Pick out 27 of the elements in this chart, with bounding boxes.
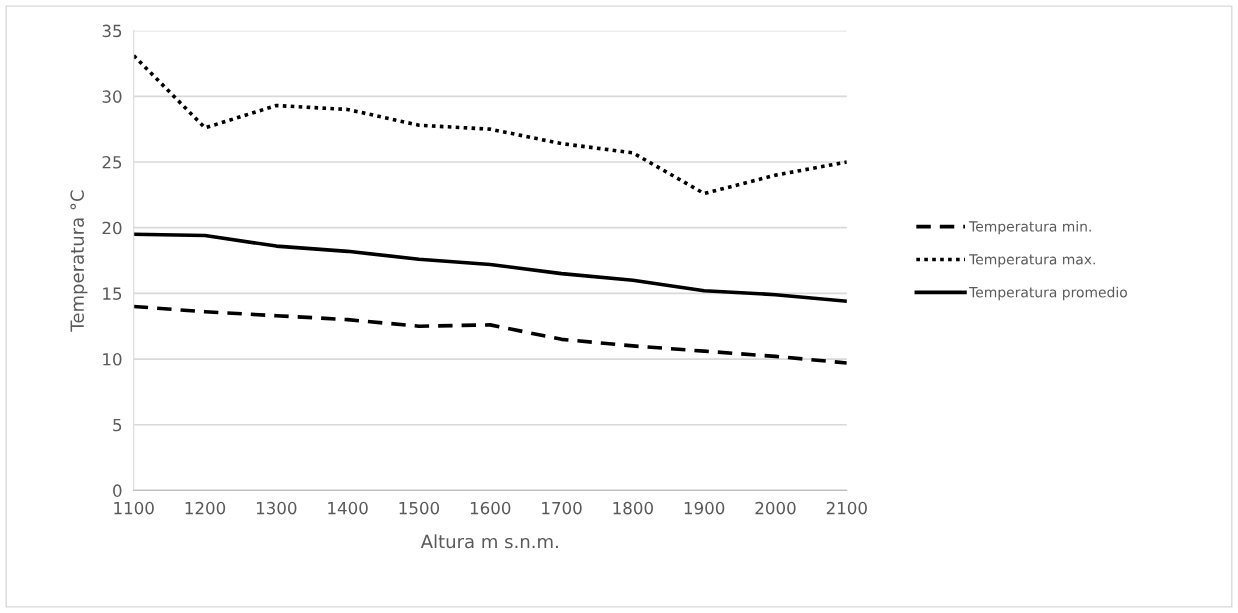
y-tick-label: 0 xyxy=(113,484,122,497)
x-tick-label: 1200 xyxy=(185,501,226,515)
line-series xyxy=(133,232,847,304)
y-tick-label: 20 xyxy=(102,221,122,235)
x-tick-label: 1600 xyxy=(470,501,511,515)
x-tick-label: 2000 xyxy=(755,501,796,515)
legend-label: Temperatura min. xyxy=(969,220,1091,235)
y-tick-label: 30 xyxy=(102,90,122,103)
x-tick-label: 2100 xyxy=(826,501,867,515)
legend-label: Temperatura promedio xyxy=(969,286,1127,301)
y-tick-label: 25 xyxy=(102,155,122,169)
legend-label: Temperatura max. xyxy=(969,254,1095,268)
y-tick-label: 5 xyxy=(113,418,122,432)
x-tick-label: 1500 xyxy=(399,501,440,515)
x-tick-label: 1100 xyxy=(114,501,154,515)
x-tick-label: 1700 xyxy=(542,501,582,515)
x-tick-label: 1400 xyxy=(328,501,368,515)
y-tick-label: 10 xyxy=(103,353,122,366)
x-axis-title: Altura m s.n.m. xyxy=(420,534,558,549)
y-axis-title: Temperatura °C xyxy=(70,190,88,332)
line-series xyxy=(133,53,847,196)
y-tick-label: 35 xyxy=(102,24,122,38)
x-tick-label: 1300 xyxy=(256,501,297,515)
line-series xyxy=(133,304,847,365)
x-tick-label: 1900 xyxy=(684,501,725,515)
x-tick-label: 1800 xyxy=(613,501,653,515)
y-tick-label: 15 xyxy=(103,287,122,300)
